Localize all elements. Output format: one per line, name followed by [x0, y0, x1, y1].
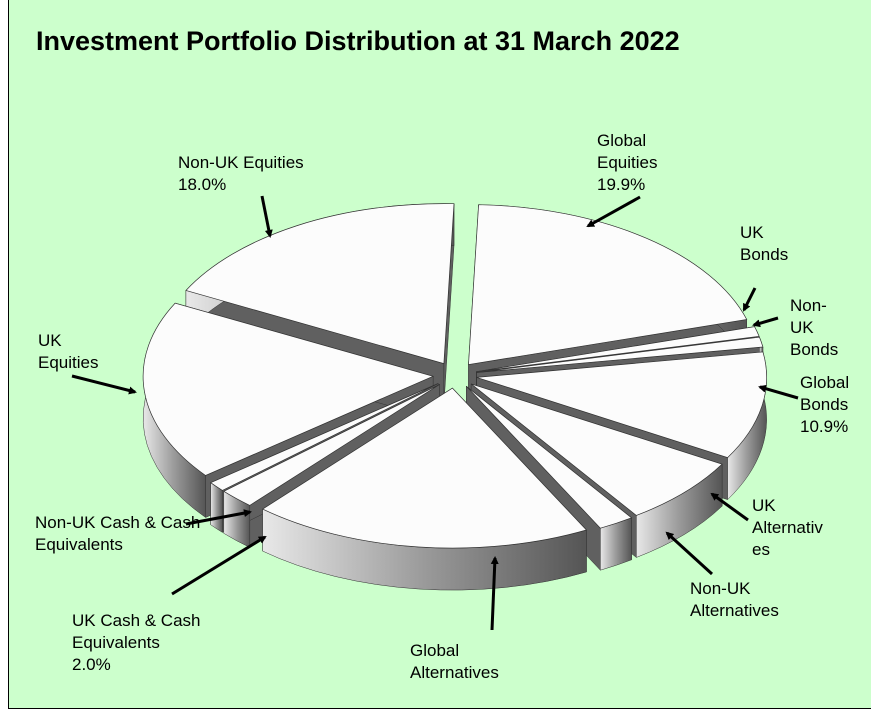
- slice-label: Non-UK Cash & Cash Equivalents: [35, 512, 210, 556]
- slice-label: Global Bonds 10.9%: [800, 372, 864, 438]
- slice-top: [209, 383, 439, 491]
- slice-top: [466, 386, 633, 529]
- slice-label: UK Bonds: [740, 222, 789, 266]
- category-label: Global Bonds: [800, 373, 850, 414]
- category-label: Global Equities: [597, 131, 658, 172]
- slice-label: Non-UK Bonds: [790, 295, 850, 361]
- slice-label: Global Equities 19.9%: [597, 130, 677, 196]
- slice-top: [476, 336, 764, 373]
- category-label: UK Cash & Cash Equivalents: [72, 611, 201, 652]
- slice-top: [223, 384, 440, 506]
- category-label: UK Alternatives: [752, 496, 823, 559]
- slice-label: Non-UK Alternatives: [690, 578, 810, 622]
- slice-wall: [210, 482, 223, 533]
- value-label: 2.0%: [72, 655, 111, 674]
- slice: [261, 387, 588, 591]
- category-label: UK Bonds: [740, 223, 789, 264]
- category-label: UK Equities: [38, 331, 99, 372]
- slice-top: [261, 387, 588, 549]
- slice-label: UK Cash & Cash Equivalents 2.0%: [72, 610, 252, 676]
- slice-top: [476, 351, 767, 458]
- slice-top: [142, 302, 435, 476]
- slice-label: Global Alternatives: [410, 640, 530, 684]
- category-label: Non-UK Equities: [178, 153, 304, 172]
- slice-top: [185, 203, 455, 365]
- slice-label: Non-UK Equities 18.0%: [178, 152, 378, 196]
- slice-label: UK Alternatives: [752, 495, 830, 561]
- category-label: Non-UK Cash & Cash Equivalents: [35, 513, 201, 554]
- category-label: Global Alternatives: [410, 641, 499, 682]
- chart-title: Investment Portfolio Distribution at 31 …: [36, 26, 680, 56]
- category-label: Non-UK Alternatives: [690, 579, 779, 620]
- slice-label: UK Equities: [38, 330, 98, 374]
- value-label: 18.0%: [178, 175, 227, 194]
- slice-top: [468, 204, 748, 365]
- category-label: Non-UK Bonds: [790, 296, 839, 359]
- value-label: 19.9%: [597, 175, 646, 194]
- value-label: 10.9%: [800, 417, 849, 436]
- slice-top: [470, 383, 723, 516]
